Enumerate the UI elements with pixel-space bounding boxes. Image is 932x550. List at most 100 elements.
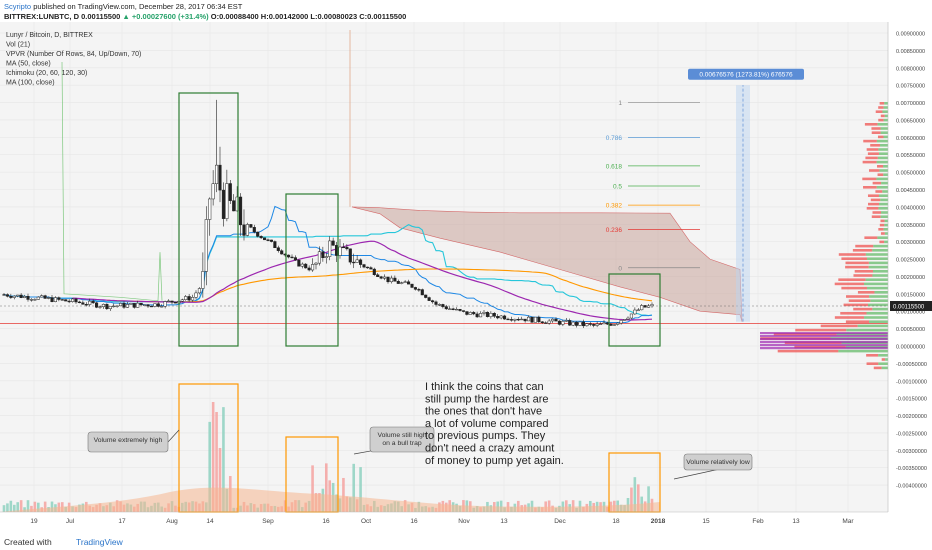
candle-body bbox=[396, 281, 400, 284]
candle-body bbox=[81, 302, 85, 305]
candle-body bbox=[225, 183, 229, 219]
annotations[interactable]: Volume extremely high Volume still highon… bbox=[87, 381, 753, 480]
indicator-legend: Lunyr / Bitcoin, D, BITTREX Vol (21) VPVR … bbox=[6, 32, 141, 87]
candle-body bbox=[197, 288, 201, 294]
volume-bar bbox=[23, 507, 26, 512]
vpvr-up bbox=[884, 240, 888, 244]
vpvr-down bbox=[852, 249, 873, 252]
vpvr-down bbox=[877, 173, 884, 176]
candle-body bbox=[499, 315, 503, 319]
vpvr-down bbox=[869, 169, 880, 172]
x-tick-label: Oct bbox=[361, 518, 371, 525]
candle-body bbox=[317, 251, 321, 264]
y-tick-label: -0.00050000 bbox=[896, 362, 927, 368]
candle-body bbox=[571, 321, 575, 326]
candle-body bbox=[211, 183, 215, 200]
candle-body bbox=[341, 246, 345, 249]
vpvr-up bbox=[867, 286, 888, 290]
last-price: 0.00115500 bbox=[81, 12, 121, 21]
volume-bar bbox=[6, 503, 9, 512]
vpvr-down bbox=[879, 102, 885, 105]
candle-body bbox=[324, 256, 328, 258]
y-tick-label: -0.00300000 bbox=[896, 449, 927, 455]
publish-line: Scyripto published on TradingView.com, D… bbox=[4, 2, 242, 11]
candle-body bbox=[9, 296, 13, 298]
fib-extension[interactable]: 1 0.786 0.618 0.5 0.382 0.236 0 0.00676576 (127… bbox=[606, 68, 804, 322]
fib-label: 0.786 bbox=[606, 135, 623, 142]
candle-body bbox=[379, 276, 383, 279]
volume-bar bbox=[215, 412, 218, 512]
candle-body bbox=[599, 323, 603, 325]
volume-bar bbox=[26, 500, 30, 512]
y-tick-label: -0.00200000 bbox=[896, 414, 927, 420]
candle-body bbox=[479, 313, 483, 318]
candle-body bbox=[345, 246, 349, 250]
vpvr-down bbox=[848, 299, 871, 302]
candle-body bbox=[122, 303, 126, 308]
volume-bar bbox=[211, 402, 215, 512]
candle-body bbox=[266, 239, 270, 241]
x-axis[interactable]: 19 Jul 17 Aug 14 Sep 16 Oct 16 Nov 13 Dec 18 2018 15 Fe… bbox=[0, 511, 888, 525]
vpvr-down bbox=[871, 215, 881, 218]
tradingview-brand[interactable]: TradingView bbox=[76, 537, 123, 547]
candle-body bbox=[355, 259, 359, 263]
candle-body bbox=[331, 240, 335, 246]
vpvr-up bbox=[876, 160, 888, 164]
candle-body bbox=[609, 323, 613, 326]
candle-body bbox=[67, 300, 71, 303]
candle-body bbox=[23, 296, 27, 298]
price-chart[interactable]: 1 0.786 0.618 0.5 0.382 0.236 0 0.00676576 (127… bbox=[0, 22, 932, 534]
candle-body bbox=[496, 316, 500, 319]
vpvr-up bbox=[877, 236, 888, 239]
vpvr-up bbox=[867, 257, 888, 260]
symbol-line: BITTREX:LUNBTC, D 0.00115500 ▲ +0.000276… bbox=[4, 12, 406, 21]
vpvr-up bbox=[883, 118, 888, 122]
x-tick-label: 17 bbox=[118, 518, 126, 525]
highlight-boxes[interactable] bbox=[178, 92, 661, 513]
candle-body bbox=[640, 305, 644, 311]
candle-body bbox=[64, 299, 68, 302]
candle-body bbox=[633, 309, 637, 315]
candle-body bbox=[40, 295, 44, 298]
vpvr-up bbox=[872, 307, 888, 311]
volume-bar bbox=[19, 500, 23, 512]
candle-body bbox=[269, 239, 273, 242]
x-tick-label: 2018 bbox=[651, 518, 666, 525]
candle-body bbox=[232, 200, 236, 212]
candle-body bbox=[53, 297, 57, 302]
vpvr-poc bbox=[760, 344, 888, 347]
y-tick-label: 0.00300000 bbox=[896, 240, 925, 246]
candle-body bbox=[160, 306, 164, 308]
candle-body bbox=[441, 304, 445, 307]
candle-body bbox=[132, 303, 136, 308]
vpvr-poc bbox=[760, 332, 888, 335]
x-tick-label: Aug bbox=[166, 518, 178, 525]
author-link[interactable]: Scyripto bbox=[4, 2, 32, 11]
candle-body bbox=[208, 198, 212, 220]
candle-body bbox=[187, 296, 191, 301]
x-tick-label: 18 bbox=[612, 518, 620, 525]
volume-bar bbox=[499, 500, 503, 512]
vpvr-down bbox=[868, 202, 880, 206]
candle-body bbox=[136, 302, 140, 308]
candle-body bbox=[19, 294, 23, 298]
y-tick-label: 0.00900000 bbox=[896, 32, 925, 38]
volume-bar bbox=[50, 501, 54, 512]
candle-body bbox=[194, 292, 198, 298]
vpvr-up bbox=[880, 127, 888, 130]
candle-body bbox=[537, 316, 541, 323]
candle-body bbox=[57, 297, 61, 300]
candle-body bbox=[12, 295, 16, 298]
ohlc: O:0.00088400 H:0.00142000 L:0.00080023 C… bbox=[210, 12, 407, 21]
candle-body bbox=[215, 164, 219, 184]
y-axis[interactable]: 0.00900000 0.00850000 0.00800000 0.00750000… bbox=[887, 22, 932, 512]
vpvr-down bbox=[878, 118, 884, 122]
publish-info: published on TradingView.com, December 2… bbox=[33, 2, 243, 11]
vpvr-up bbox=[838, 349, 888, 353]
footer: Created with TradingView bbox=[0, 534, 932, 550]
volume-bar bbox=[516, 500, 520, 512]
vpvr-down bbox=[838, 278, 866, 281]
vpvr-down bbox=[840, 312, 867, 315]
chart-header: Scyripto published on TradingView.com, D… bbox=[0, 0, 932, 22]
main-annotation-line: the ones that don't have bbox=[425, 406, 542, 418]
